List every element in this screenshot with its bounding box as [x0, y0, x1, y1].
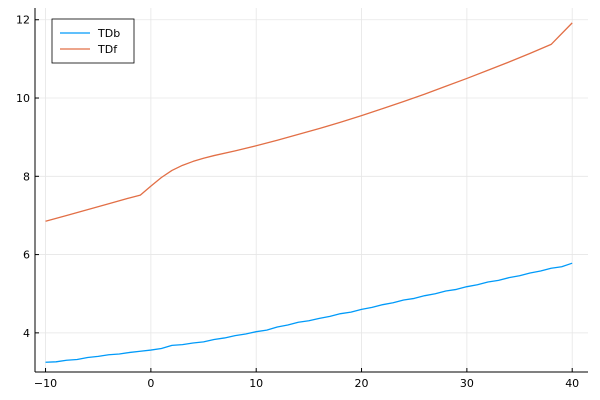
- x-tick-label: 40: [565, 377, 579, 390]
- x-tick-label: 30: [460, 377, 474, 390]
- y-tick-label: 12: [16, 14, 30, 27]
- y-tick-label: 10: [16, 92, 30, 105]
- y-tick-label: 6: [23, 249, 30, 262]
- series-line-tdb: [45, 262, 573, 363]
- series-layer: [45, 22, 573, 363]
- legend: TDb TDf: [51, 18, 135, 64]
- legend-label: TDb: [97, 27, 120, 40]
- x-tick-label: 0: [147, 377, 154, 390]
- series-line-tdf: [45, 22, 573, 222]
- legend-label: TDf: [97, 43, 118, 56]
- x-tick-label: −10: [34, 377, 57, 390]
- x-tick-label: 20: [355, 377, 369, 390]
- y-tick-label: 8: [23, 170, 30, 183]
- x-tick-label: 10: [249, 377, 263, 390]
- legend-box: [51, 18, 135, 64]
- y-tick-label: 4: [23, 327, 30, 340]
- axes: −10 0 10 20 30 40 4 6 8 10 12: [16, 8, 588, 390]
